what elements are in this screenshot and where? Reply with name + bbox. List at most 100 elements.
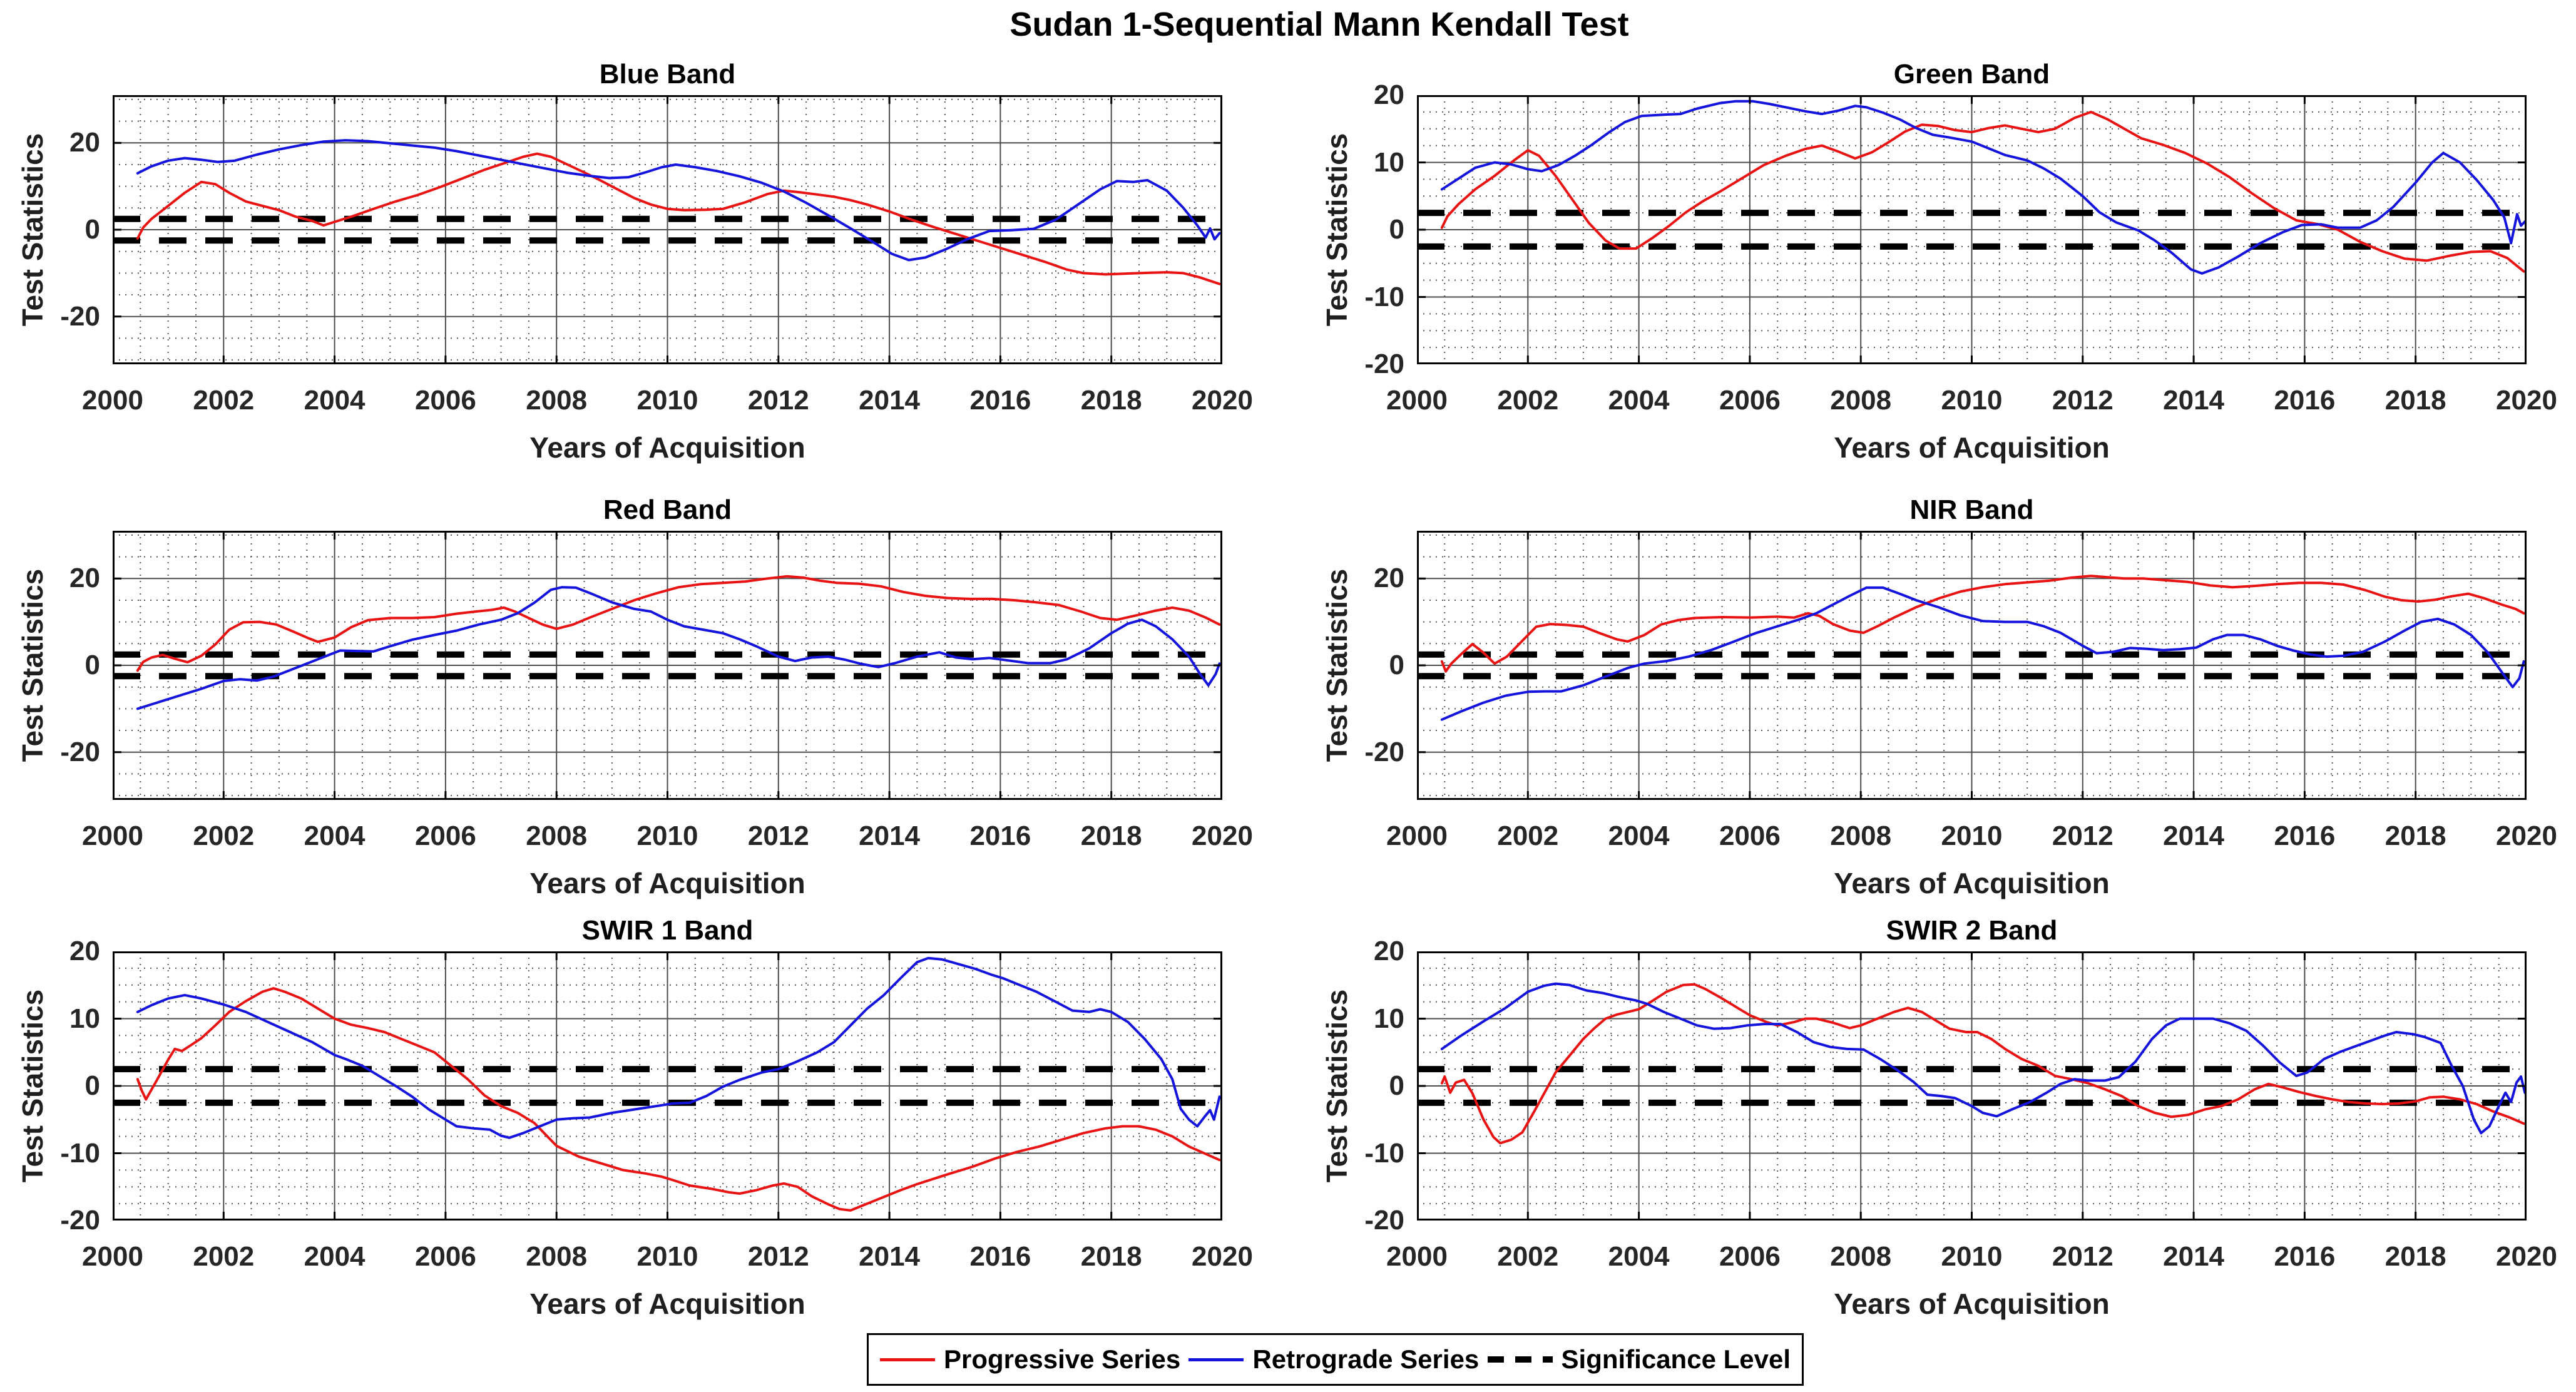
x-tick-label: 2016: [969, 821, 1031, 851]
x-axis-label: Years of Acquisition: [529, 431, 805, 464]
significance-level-sample: [1487, 1356, 1553, 1363]
progressive-series-line: [1440, 575, 2525, 673]
legend-item-retrograde: Retrograde Series: [1188, 1344, 1479, 1374]
y-tick-label: 10: [1374, 146, 1404, 178]
axes-box: [113, 951, 1222, 1221]
y-tick-label: -10: [1364, 1137, 1404, 1169]
chart-svg: [1417, 951, 2527, 1221]
subplot-title: NIR Band: [1909, 494, 2034, 525]
subplot-swir1-band: SWIR 1 Band Test Statistics Years of Acq…: [0, 906, 1288, 1344]
x-tick-label: 2012: [747, 821, 809, 851]
x-tick-label: 2002: [193, 385, 255, 416]
axes-box: [1417, 951, 2527, 1221]
x-tick-label: 2010: [1941, 821, 2003, 851]
x-tick-label: 2014: [2163, 1241, 2225, 1272]
chart-svg: [113, 951, 1222, 1221]
retrograde-series-line: [1440, 586, 2525, 721]
subplot-blue-band: Blue Band Test Statistics Years of Acqui…: [0, 50, 1288, 488]
x-tick-label: 2018: [1080, 1241, 1142, 1272]
chart-svg: [113, 531, 1222, 800]
x-tick-label: 2004: [304, 821, 365, 851]
x-tick-label: 2006: [1719, 821, 1781, 851]
x-tick-label: 2010: [636, 821, 698, 851]
x-tick-label: 2010: [636, 385, 698, 416]
subplot-nir-band: NIR Band Test Statistics Years of Acquis…: [1304, 486, 2576, 924]
x-tick-label: 2006: [1719, 1241, 1781, 1272]
x-tick-label: 2008: [526, 385, 588, 416]
x-tick-label: 2008: [526, 821, 588, 851]
progressive-series-line: [1440, 983, 2525, 1145]
x-tick-label: 2000: [82, 385, 143, 416]
x-tick-label: 2014: [859, 821, 921, 851]
progressive-series-line: [136, 152, 1221, 285]
x-tick-label: 2014: [859, 1241, 921, 1272]
y-tick-label: -10: [1364, 281, 1404, 312]
plot-area-swir1-band: [113, 951, 1222, 1221]
x-tick-label: 2010: [1941, 385, 2003, 416]
legend-item-progressive: Progressive Series: [880, 1344, 1180, 1374]
x-tick-label: 2012: [2052, 821, 2113, 851]
x-tick-label: 2010: [1941, 1241, 2003, 1272]
x-axis-label: Years of Acquisition: [1834, 1287, 2110, 1320]
y-tick-label: 0: [84, 1070, 100, 1101]
y-tick-label: 0: [1389, 214, 1404, 245]
x-axis-label: Years of Acquisition: [529, 1287, 805, 1320]
axes-box: [113, 95, 1222, 364]
x-tick-label: 2014: [2163, 385, 2225, 416]
x-tick-label: 2002: [193, 821, 255, 851]
retrograde-series-line: [1440, 982, 2527, 1135]
axes-box: [1417, 531, 2527, 800]
subplot-title: Blue Band: [599, 59, 736, 90]
plot-area-blue-band: [113, 95, 1222, 364]
subplot-title: Green Band: [1893, 59, 2050, 90]
chart-svg: [113, 95, 1222, 364]
legend-label-significance: Significance Level: [1561, 1344, 1791, 1374]
x-tick-label: 2018: [2384, 385, 2446, 416]
y-tick-label: -20: [1364, 736, 1404, 767]
x-tick-label: 2002: [193, 1241, 255, 1272]
x-tick-label: 2016: [969, 385, 1031, 416]
x-tick-label: 2004: [1608, 385, 1670, 416]
y-tick-label: 0: [84, 650, 100, 680]
x-tick-label: 2014: [2163, 821, 2225, 851]
subplot-green-band: Green Band Test Statistics Years of Acqu…: [1304, 50, 2576, 488]
plot-area-nir-band: [1417, 531, 2527, 800]
x-tick-label: 2004: [304, 1241, 365, 1272]
x-tick-label: 2012: [2052, 1241, 2113, 1272]
x-tick-label: 2004: [304, 385, 365, 416]
x-tick-label: 2012: [747, 1241, 809, 1272]
plot-area-swir2-band: [1417, 951, 2527, 1221]
x-tick-label: 2000: [1386, 385, 1448, 416]
x-tick-label: 2018: [1080, 385, 1142, 416]
x-tick-label: 2016: [2274, 821, 2336, 851]
x-tick-label: 2016: [2274, 385, 2336, 416]
y-tick-label: 20: [69, 127, 100, 158]
legend-label-retrograde: Retrograde Series: [1252, 1344, 1480, 1374]
subplot-swir2-band: SWIR 2 Band Test Statistics Years of Acq…: [1304, 906, 2576, 1344]
retrograde-series-line: [136, 139, 1221, 262]
x-tick-label: 2016: [969, 1241, 1031, 1272]
progressive-series-line: [136, 575, 1221, 672]
x-axis-label: Years of Acquisition: [1834, 867, 2110, 899]
x-tick-label: 2006: [414, 821, 476, 851]
y-tick-label: 20: [1374, 936, 1404, 966]
y-tick-label: 10: [69, 1003, 100, 1034]
chart-svg: [1417, 531, 2527, 800]
y-tick-label: -20: [1364, 349, 1404, 379]
retrograde-series-sample: [1188, 1358, 1244, 1361]
plot-area-red-band: [113, 531, 1222, 800]
x-tick-label: 2010: [636, 1241, 698, 1272]
subplot-red-band: Red Band Test Statistics Years of Acquis…: [0, 486, 1288, 924]
y-tick-label: 20: [69, 563, 100, 594]
x-axis-label: Years of Acquisition: [1834, 431, 2110, 464]
x-tick-label: 2000: [82, 821, 143, 851]
x-tick-label: 2006: [414, 1241, 476, 1272]
y-tick-label: -20: [60, 736, 100, 767]
x-tick-label: 2020: [2496, 1241, 2557, 1272]
y-tick-label: 0: [84, 214, 100, 245]
retrograde-series-line: [1440, 100, 2527, 275]
x-tick-label: 2004: [1608, 821, 1670, 851]
x-tick-label: 2008: [1830, 385, 1892, 416]
x-tick-label: 2020: [1192, 821, 1253, 851]
legend: Progressive Series Retrograde Series Sig…: [867, 1333, 1804, 1386]
